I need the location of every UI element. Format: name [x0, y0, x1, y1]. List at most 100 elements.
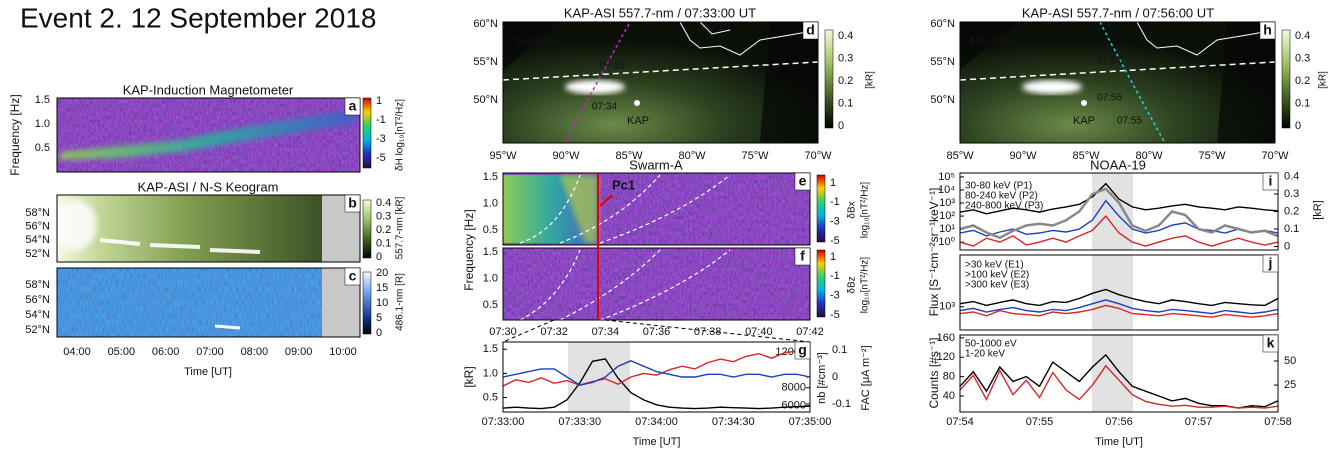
letter-box	[802, 21, 819, 40]
spectrogram-f	[502, 247, 811, 321]
x-tick-label: 07:00	[196, 346, 224, 358]
y-tick-label: 80	[943, 371, 955, 383]
y-axis-label: Flux [S⁻¹cm⁻²sr⁻¹keV⁻¹]	[927, 188, 941, 317]
x-tick-label: 07:42	[796, 326, 824, 338]
colorbar-tick-label: 0.3	[376, 210, 391, 222]
x-tick-label: 70°W	[804, 150, 832, 162]
data-line	[959, 299, 1279, 315]
letter-box	[344, 267, 361, 286]
y2-tick-label: 6000	[782, 400, 806, 412]
x-tick-label: 07:33:00	[482, 416, 525, 428]
y-tick-label: 60°N	[930, 18, 955, 30]
x-tick-label: 07:36	[643, 326, 671, 338]
colorbar-tick-label: 0.4	[838, 30, 853, 42]
y-tick-label: 55°N	[930, 56, 955, 68]
x-tick-label: 04:00	[63, 346, 91, 358]
x-tick-label: 85°W	[1072, 150, 1100, 162]
x-tick-label: 07:54	[946, 416, 974, 428]
y2-tick-label: 25	[1284, 379, 1296, 391]
colorbar	[816, 174, 826, 243]
legend-entry: >100 keV (E2)	[965, 270, 1029, 281]
panel-letter: g	[798, 342, 807, 358]
panel-letter: f	[800, 248, 805, 264]
satellite-label: Swarm-A	[515, 33, 572, 48]
x-tick-label: 07:32	[540, 326, 568, 338]
x-tick-label: 85°W	[946, 150, 974, 162]
colorbar-tick-label: 1	[376, 95, 382, 107]
panel-title: KAP-Induction Magnetometer	[123, 82, 294, 97]
data-line	[502, 350, 811, 387]
colorbar-tick-label: 20	[376, 267, 388, 279]
colorbar-tick-label: -1	[376, 114, 386, 126]
legend-entry: >300 keV (E3)	[965, 280, 1029, 291]
x-tick-label: 07:33:30	[558, 416, 601, 428]
x-tick-label: 95°W	[489, 150, 517, 162]
x-tick-label: 07:55	[1026, 416, 1054, 428]
plot-frame	[502, 341, 811, 413]
panel-title: KAP-ASI 557.7-nm / 07:56:00 UT	[1022, 5, 1214, 20]
x-tick-label: 90°W	[552, 150, 580, 162]
colorbar-tick-label: 0.3	[838, 52, 853, 64]
x-axis-label: Time [UT]	[1095, 436, 1143, 448]
y3-axis-label: FAC [μA m⁻²]	[860, 345, 872, 410]
data-line	[959, 364, 1279, 409]
keogram-c	[56, 267, 361, 338]
track-time: 07:33	[600, 61, 625, 72]
x-tick-label: 75°W	[1198, 150, 1226, 162]
colorbar-tick-label: -3	[830, 216, 840, 228]
plot-frame	[959, 334, 1279, 413]
y2-axis-label: [kR]	[1312, 200, 1324, 220]
station-label: KAP	[627, 115, 649, 127]
x-tick-label: 07:57	[1185, 416, 1213, 428]
x-axis-label: Time [UT]	[184, 366, 232, 378]
y-tick-label: 120	[937, 351, 955, 363]
panel-title: KAP-ASI / N-S Keogram	[138, 179, 279, 194]
colorbar-tick-label: 5	[376, 312, 382, 324]
y-tick-label: 50°N	[930, 94, 955, 106]
colorbar-tick-label: -3	[830, 290, 840, 302]
x-tick-label: 07:38	[694, 326, 722, 338]
colorbar-tick-label: 0	[376, 251, 382, 263]
x-tick-label: 85°W	[615, 150, 643, 162]
x-tick-label: 75°W	[741, 150, 769, 162]
x-tick-label: 80°W	[678, 150, 706, 162]
x-tick-label: 07:35:00	[789, 416, 832, 428]
data-line	[959, 187, 1279, 240]
colorbar-tick-label: -5	[376, 152, 386, 164]
x-tick-label: 07:34:00	[635, 416, 678, 428]
y-tick-label: 0.5	[483, 391, 498, 403]
colorbar-tick-label: 1	[830, 177, 836, 189]
panel-letter: e	[799, 173, 807, 189]
colorbar-tick-label: 0.1	[838, 97, 853, 109]
colorbar-tick-label: -5	[830, 309, 840, 321]
legend-entry: 30-80 keV (P1)	[965, 181, 1032, 192]
colorbar	[824, 29, 834, 129]
legend-entry: 50-1000 eV	[965, 339, 1017, 350]
y2-tick-label: 0.4	[1284, 170, 1299, 182]
plot-frame	[959, 254, 1279, 331]
y-tick-label: 0.5	[35, 142, 50, 154]
colorbar-tick-label: 0.2	[1295, 75, 1310, 87]
y2-tick-label: 8000	[782, 382, 806, 394]
y-tick-label: 10²	[939, 210, 955, 222]
y-tick-label: 55°N	[473, 56, 498, 68]
colorbar-label: δBx	[847, 201, 858, 218]
x-tick-label: 07:34:30	[712, 416, 755, 428]
y-tick-label: 10⁰	[938, 236, 955, 248]
y-tick-label: 40	[943, 390, 955, 402]
y2-tick-label: 0	[1284, 240, 1290, 252]
legend-entry: 240-800 keV (P3)	[965, 201, 1043, 212]
colorbar-tick-label: 1	[830, 251, 836, 263]
colorbar-tick-label: 0.2	[838, 75, 853, 87]
y-tick-label: 56°N	[25, 221, 50, 233]
colorbar-tick-label: -1	[830, 270, 840, 282]
y-tick-label: 160	[937, 332, 955, 344]
station-label: KAP	[1073, 115, 1095, 127]
data-line	[502, 360, 811, 386]
shaded-interval	[568, 342, 630, 412]
colorbar-label: δH log₁₀[nT²/Hz]	[395, 99, 406, 171]
y3-tick-label: 0.1	[832, 344, 847, 356]
colorbar-tick-label: -5	[830, 235, 840, 247]
colorbar-tick-label: 0.4	[376, 197, 391, 209]
